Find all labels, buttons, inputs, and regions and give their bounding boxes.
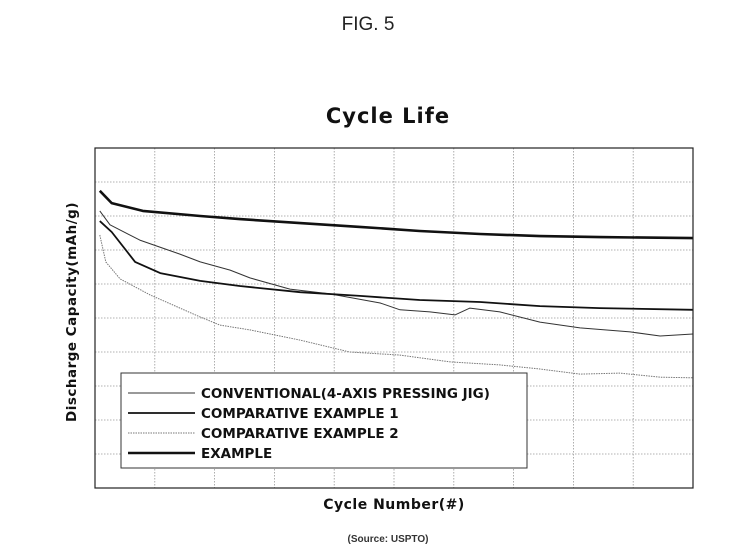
- chart-title: Cycle Life: [325, 104, 451, 128]
- figure-label: FIG. 5: [341, 14, 395, 35]
- x-axis-label: Cycle Number(#): [323, 497, 465, 513]
- series-line-example: [98, 189, 694, 240]
- legend: CONVENTIONAL(4-AXIS PRESSING JIG) COMPARA…: [120, 372, 528, 469]
- legend-label-comparative-example-2: COMPARATIVE EXAMPLE 2: [201, 426, 399, 442]
- series-line-conventional-4-axis-pressing-jig: [99, 210, 694, 337]
- series-line-comparative-example-2: [99, 234, 694, 379]
- legend-label-conventional-4-axis-pressing-jig: CONVENTIONAL(4-AXIS PRESSING JIG): [201, 386, 490, 402]
- legend-label-example: EXAMPLE: [201, 446, 272, 462]
- series-line-comparative-example-1: [99, 220, 694, 311]
- legend-label-comparative-example-1: COMPARATIVE EXAMPLE 1: [201, 406, 399, 422]
- source-caption: (Source: USPTO): [347, 534, 429, 545]
- plot-frame: [94, 147, 694, 489]
